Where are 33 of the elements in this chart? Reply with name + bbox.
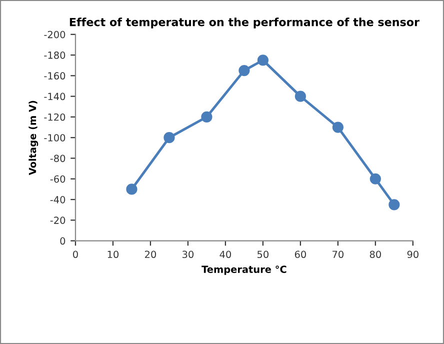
point — [126, 184, 138, 195]
point — [388, 199, 400, 210]
y-axis-title: Voltage (m V) — [28, 100, 38, 176]
chart-title: Effect of temperature on the performance of the sensor — [70, 18, 420, 28]
point — [332, 122, 344, 133]
x-tick-label: 0 — [73, 250, 78, 258]
x-tick-label: 40 — [220, 250, 231, 258]
x-tick-label: 10 — [108, 250, 119, 258]
y-tick-label: -180 — [44, 52, 66, 59]
y-tick-label: -140 — [44, 92, 66, 100]
point — [294, 90, 306, 102]
point — [257, 54, 269, 66]
y-tick-label: -200 — [44, 30, 66, 38]
y-tick-label: -20 — [50, 216, 66, 224]
y-tick-label: -100 — [44, 134, 66, 142]
x-tick-label: 30 — [182, 250, 194, 258]
y-tick-label: -60 — [50, 175, 66, 183]
point — [201, 111, 212, 123]
x-axis-title: Temperature °C — [202, 266, 286, 275]
y-tick-label: 0 — [60, 237, 66, 245]
x-tick-label: 80 — [370, 250, 381, 258]
point — [164, 132, 175, 144]
x-tick-label: 90 — [407, 250, 418, 258]
point — [238, 64, 250, 76]
point — [370, 173, 381, 184]
y-tick-label: -80 — [50, 154, 66, 162]
y-tick-label: -160 — [44, 72, 66, 80]
x-tick-label: 70 — [332, 250, 344, 258]
x-tick-label: 20 — [144, 250, 156, 258]
x-tick-label: 60 — [294, 250, 306, 258]
y-tick-label: -120 — [44, 113, 66, 121]
y-tick-label: -40 — [50, 196, 66, 204]
x-tick-label: 50 — [258, 250, 268, 258]
